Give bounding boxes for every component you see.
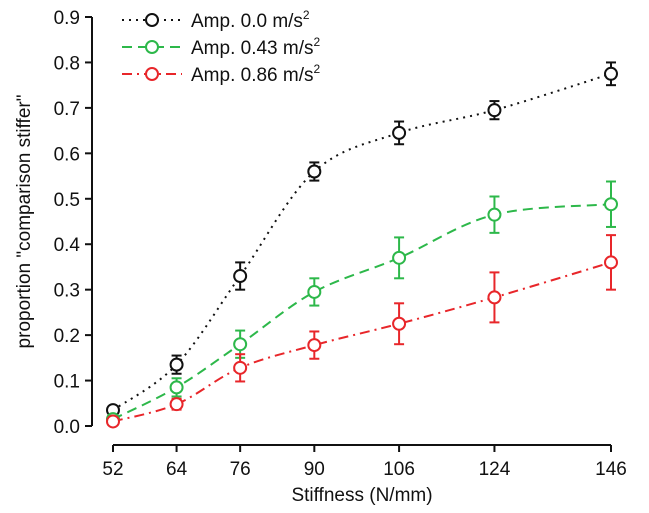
data-point bbox=[604, 197, 618, 212]
legend: Amp. 0.0 m/s2 Amp. 0.43 m/s2 Amp. 0.86 m/s… bbox=[122, 8, 321, 86]
data-point bbox=[106, 414, 120, 429]
y-tick-label: 0.4 bbox=[54, 235, 81, 256]
legend-item-0: Amp. 0.0 m/s2 bbox=[122, 8, 310, 32]
data-point bbox=[169, 357, 184, 372]
data-point bbox=[307, 284, 322, 299]
series-line bbox=[112, 72, 612, 411]
legend-item-1: Amp. 0.43 m/s2 bbox=[122, 35, 321, 59]
y-tick-label: 0.0 bbox=[54, 417, 80, 438]
x-ticks: 52 64 76 90 106 124 146 bbox=[102, 445, 627, 480]
data-point bbox=[604, 255, 618, 270]
data-point bbox=[487, 290, 502, 305]
series-0 bbox=[106, 61, 618, 418]
legend-item-2: Amp. 0.86 m/s2 bbox=[122, 62, 321, 86]
data-point bbox=[307, 164, 322, 179]
data-point bbox=[307, 338, 322, 353]
x-tick-label: 106 bbox=[383, 459, 415, 480]
x-tick-label: 90 bbox=[304, 459, 325, 480]
series-layer bbox=[106, 61, 618, 429]
series-1 bbox=[106, 180, 618, 427]
legend-marker bbox=[145, 40, 159, 54]
legend-marker bbox=[145, 13, 159, 27]
data-point bbox=[392, 125, 407, 140]
data-point bbox=[233, 269, 248, 284]
data-point bbox=[392, 316, 407, 331]
legend-label: Amp. 0.86 m/s2 bbox=[191, 62, 321, 86]
legend-marker bbox=[145, 67, 159, 81]
y-tick-label: 0.3 bbox=[54, 281, 80, 302]
data-point bbox=[233, 360, 248, 375]
x-tick-label: 146 bbox=[595, 459, 627, 480]
y-ticks: 0.0 0.1 0.2 0.3 0.4 0.5 0.6 0.7 0.8 0.9 bbox=[54, 8, 92, 438]
y-axis-title: proportion "comparison stiffer" bbox=[14, 95, 35, 349]
data-point bbox=[169, 397, 184, 412]
y-tick-label: 0.9 bbox=[54, 8, 80, 29]
x-tick-label: 64 bbox=[166, 459, 188, 480]
y-tick-label: 0.1 bbox=[54, 372, 80, 393]
data-point bbox=[169, 380, 184, 395]
x-tick-label: 124 bbox=[479, 459, 511, 480]
series-line bbox=[112, 261, 612, 423]
data-point bbox=[233, 337, 248, 352]
y-tick-label: 0.8 bbox=[54, 53, 80, 74]
y-tick-label: 0.2 bbox=[54, 326, 80, 347]
y-tick-label: 0.5 bbox=[54, 190, 80, 211]
series-2 bbox=[106, 234, 618, 429]
x-tick-label: 52 bbox=[102, 459, 123, 480]
y-tick-label: 0.7 bbox=[54, 99, 80, 120]
data-point bbox=[604, 66, 618, 81]
data-point bbox=[487, 103, 502, 118]
data-point bbox=[392, 250, 407, 265]
legend-label: Amp. 0.0 m/s2 bbox=[191, 8, 310, 32]
axes bbox=[91, 17, 611, 446]
legend-label: Amp. 0.43 m/s2 bbox=[191, 35, 321, 59]
y-tick-label: 0.6 bbox=[54, 144, 80, 165]
x-tick-label: 76 bbox=[230, 459, 251, 480]
series-line bbox=[112, 203, 612, 421]
x-axis-title: Stiffness (N/mm) bbox=[291, 485, 432, 506]
data-point bbox=[487, 207, 502, 222]
